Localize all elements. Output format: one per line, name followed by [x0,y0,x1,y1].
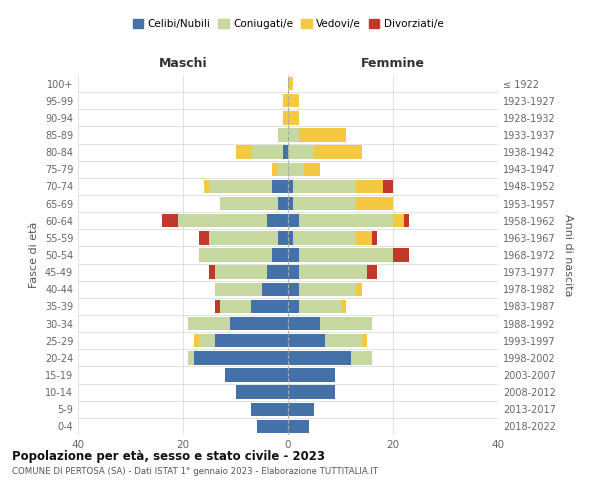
Bar [251,300,288,313]
Bar [288,162,304,176]
Bar [277,231,288,244]
Bar [320,317,372,330]
Bar [325,334,361,347]
Bar [404,214,409,228]
Legend: Celibi/Nubili, Coniugati/e, Vedovi/e, Divorziati/e: Celibi/Nubili, Coniugati/e, Vedovi/e, Di… [128,15,448,34]
Bar [188,317,230,330]
Bar [299,300,341,313]
Bar [288,386,335,399]
Bar [199,334,215,347]
Bar [304,162,320,176]
Bar [209,266,215,279]
Bar [372,231,377,244]
Bar [288,248,299,262]
Bar [367,266,377,279]
Bar [235,386,288,399]
Bar [225,368,288,382]
Bar [351,351,372,364]
Bar [288,420,309,433]
Y-axis label: Fasce di età: Fasce di età [29,222,39,288]
Bar [356,231,372,244]
Text: Popolazione per età, sesso e stato civile - 2023: Popolazione per età, sesso e stato civil… [12,450,325,463]
Bar [293,180,356,193]
Bar [162,214,178,228]
Bar [251,146,283,159]
Bar [288,214,299,228]
Bar [283,111,288,124]
Bar [314,146,361,159]
Bar [288,266,299,279]
Bar [267,266,288,279]
Bar [288,351,351,364]
Text: COMUNE DI PERTOSA (SA) - Dati ISTAT 1° gennaio 2023 - Elaborazione TUTTITALIA.IT: COMUNE DI PERTOSA (SA) - Dati ISTAT 1° g… [12,468,378,476]
Bar [299,266,367,279]
Bar [288,77,293,90]
Bar [277,197,288,210]
Bar [356,197,393,210]
Bar [393,248,409,262]
Bar [251,402,288,416]
Bar [178,214,267,228]
Bar [193,351,288,364]
Bar [341,300,346,313]
Bar [299,214,393,228]
Bar [277,128,288,141]
Bar [288,231,293,244]
Text: Femmine: Femmine [361,57,425,70]
Bar [199,231,209,244]
Bar [209,231,277,244]
Bar [288,146,314,159]
Bar [288,402,314,416]
Bar [288,197,293,210]
Bar [288,317,320,330]
Bar [188,351,193,364]
Bar [288,128,299,141]
Bar [393,214,404,228]
Bar [209,180,272,193]
Bar [283,146,288,159]
Bar [299,128,346,141]
Bar [272,162,277,176]
Bar [193,334,199,347]
Bar [293,197,356,210]
Bar [235,146,251,159]
Bar [215,266,267,279]
Bar [215,282,262,296]
Bar [215,334,288,347]
Bar [220,300,251,313]
Bar [288,282,299,296]
Bar [199,248,272,262]
Bar [299,248,393,262]
Bar [288,94,299,108]
Bar [288,368,335,382]
Bar [277,162,288,176]
Bar [361,334,367,347]
Bar [293,231,356,244]
Text: Maschi: Maschi [158,57,208,70]
Bar [272,180,288,193]
Bar [272,248,288,262]
Bar [257,420,288,433]
Bar [204,180,209,193]
Bar [299,282,356,296]
Bar [356,180,383,193]
Bar [267,214,288,228]
Bar [288,180,293,193]
Bar [383,180,393,193]
Bar [220,197,277,210]
Bar [283,94,288,108]
Y-axis label: Anni di nascita: Anni di nascita [563,214,572,296]
Bar [230,317,288,330]
Bar [288,111,299,124]
Bar [288,300,299,313]
Bar [356,282,361,296]
Bar [262,282,288,296]
Bar [288,334,325,347]
Bar [215,300,220,313]
